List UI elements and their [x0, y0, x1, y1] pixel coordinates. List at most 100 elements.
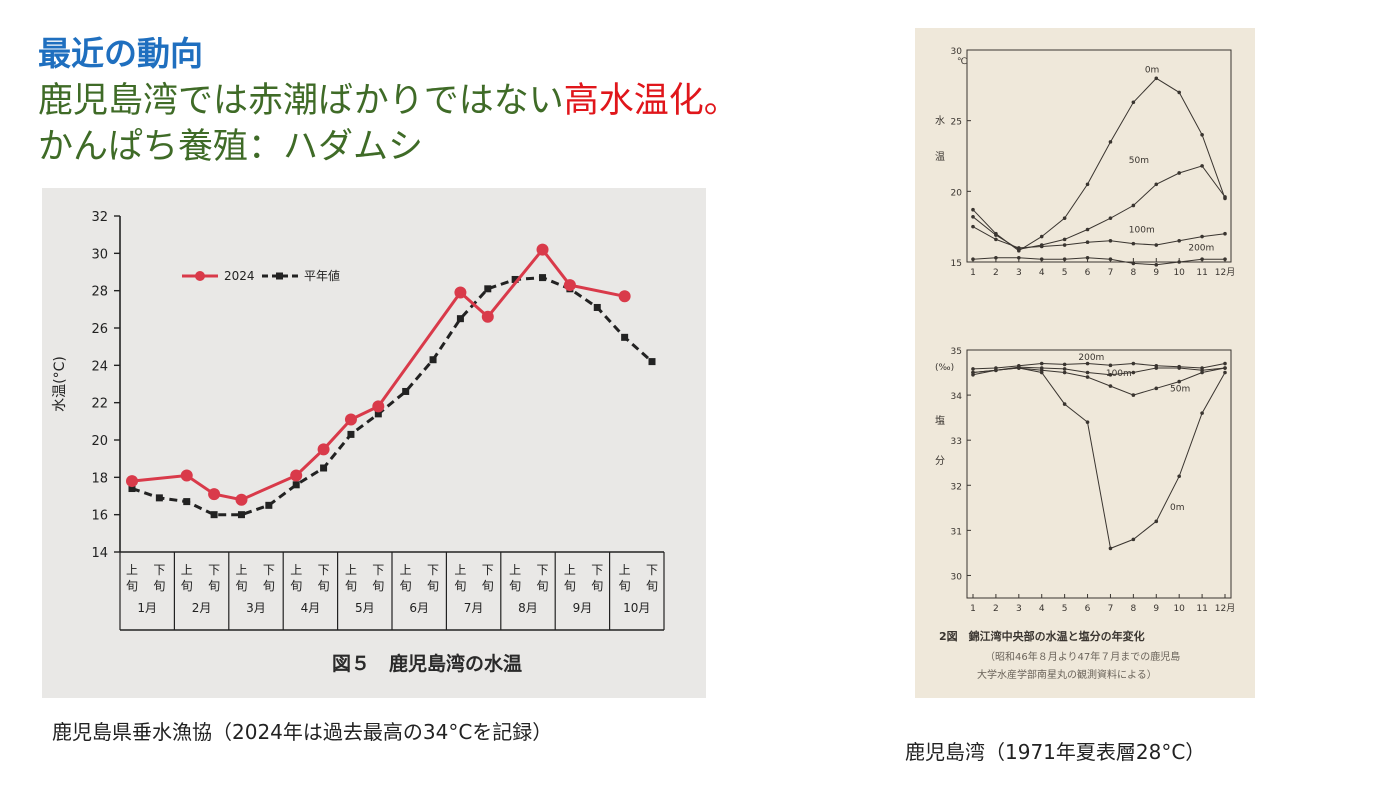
x-tick-label: 2 — [993, 604, 999, 614]
x-month-label: 2月 — [192, 601, 212, 615]
x-sub-label-top: 下 — [153, 563, 165, 577]
data-point-2024 — [180, 469, 193, 482]
data-point — [1154, 386, 1159, 391]
data-point — [1108, 216, 1113, 220]
data-point — [1131, 370, 1136, 375]
x-sub-label-bottom: 旬 — [208, 579, 220, 593]
x-tick-label: 8 — [1130, 268, 1136, 278]
x-sub-label-bottom: 旬 — [181, 579, 193, 593]
data-point — [1154, 76, 1159, 81]
x-sub-label-bottom: 旬 — [646, 579, 658, 593]
x-tick-label: 6 — [1085, 604, 1091, 614]
data-point — [1108, 546, 1113, 551]
data-point — [1131, 203, 1136, 208]
data-point-2024 — [372, 400, 385, 413]
x-sub-label-top: 下 — [482, 563, 494, 577]
x-sub-label-top: 下 — [318, 563, 330, 577]
x-sub-label-bottom: 旬 — [318, 579, 330, 593]
caption-left: 鹿児島県垂水漁協（2024年は過去最高の34°Cを記録） — [52, 720, 553, 744]
data-point — [971, 370, 975, 375]
series-label: 50m — [1129, 156, 1149, 166]
data-point — [1017, 366, 1021, 370]
data-point-normal — [511, 275, 519, 283]
x-tick-label: 4 — [1039, 268, 1045, 278]
series-line-normal — [131, 276, 653, 517]
y-tick-label: 26 — [91, 322, 108, 337]
x-tick-label: 12月 — [1215, 267, 1235, 278]
x-tick-label: 4 — [1039, 604, 1045, 614]
data-point — [1200, 370, 1204, 375]
data-point — [1085, 361, 1090, 366]
data-point-normal — [402, 387, 410, 395]
data-point — [1085, 255, 1090, 260]
data-point-normal — [621, 333, 629, 341]
x-sub-label-top: 上 — [126, 563, 138, 577]
data-point — [1108, 384, 1113, 388]
subtitle-text: 鹿児島湾では赤潮ばかりではない — [38, 81, 564, 121]
data-point-normal — [292, 481, 300, 489]
x-sub-label-bottom: 旬 — [591, 579, 603, 593]
data-point — [1039, 370, 1044, 375]
data-point — [1200, 234, 1204, 239]
x-sub-label-top: 下 — [263, 563, 275, 577]
data-point — [1200, 133, 1204, 137]
data-point — [1039, 257, 1044, 261]
x-sub-label-bottom: 旬 — [537, 579, 549, 593]
data-point — [994, 237, 998, 242]
x-sub-label-top: 上 — [400, 563, 412, 577]
y-axis-label: 塩 — [935, 414, 945, 427]
figure-title: 2図 錦江湾中央部の水温と塩分の年変化 — [939, 629, 1145, 643]
data-point — [1223, 370, 1227, 375]
y-tick-label: 22 — [91, 397, 108, 412]
data-point — [1108, 239, 1113, 243]
series-line — [972, 366, 1226, 376]
x-sub-label-bottom: 旬 — [400, 579, 412, 593]
series-line — [972, 165, 1226, 250]
data-point — [1017, 246, 1021, 250]
data-point — [971, 257, 975, 261]
x-sub-label-bottom: 旬 — [235, 579, 247, 593]
data-point — [1223, 366, 1227, 370]
series-line — [972, 367, 1226, 550]
data-point — [1039, 234, 1044, 239]
series-line — [972, 257, 1225, 266]
data-point — [1062, 243, 1067, 247]
x-tick-label: 2 — [993, 268, 999, 278]
chart-title: 図５ 鹿児島湾の水温 — [332, 652, 522, 675]
y-tick-label: 14 — [91, 546, 108, 561]
data-point — [1062, 367, 1067, 371]
data-point-normal — [183, 498, 191, 506]
series-label: 0m — [1170, 503, 1185, 513]
data-point — [1131, 361, 1136, 366]
data-point — [1108, 363, 1113, 368]
x-month-label: 10月 — [623, 601, 650, 615]
data-point — [994, 233, 998, 237]
legend-label-normal: 平年値 — [304, 268, 340, 283]
data-point — [1154, 243, 1159, 247]
x-tick-label: 7 — [1108, 268, 1114, 278]
data-point — [1223, 231, 1227, 236]
data-point — [971, 214, 975, 219]
x-sub-label-bottom: 旬 — [126, 579, 138, 593]
data-point — [1062, 402, 1067, 406]
x-tick-label: 9 — [1153, 268, 1159, 278]
series-label: 200m — [1188, 244, 1214, 254]
y-axis-label: 分 — [935, 455, 945, 467]
x-tick-label: 11 — [1196, 604, 1207, 614]
data-point — [1062, 257, 1067, 261]
data-point — [1177, 239, 1181, 243]
x-sub-label-top: 上 — [181, 563, 193, 577]
data-point-normal — [237, 511, 245, 519]
data-point-2024 — [235, 493, 248, 506]
data-point — [1223, 257, 1227, 261]
data-point-normal — [374, 410, 382, 418]
data-point-2024 — [344, 413, 357, 426]
x-month-label: 5月 — [355, 601, 375, 615]
data-point — [1177, 379, 1181, 384]
y-tick-label: 20 — [951, 188, 963, 198]
y-axis-label: 温 — [935, 151, 945, 163]
y-tick-label: 24 — [91, 359, 108, 374]
subtitle-line-1: 鹿児島湾では赤潮ばかりではない高水温化。 — [38, 78, 739, 124]
data-point-normal — [539, 274, 547, 282]
x-sub-label-bottom: 旬 — [482, 579, 494, 593]
